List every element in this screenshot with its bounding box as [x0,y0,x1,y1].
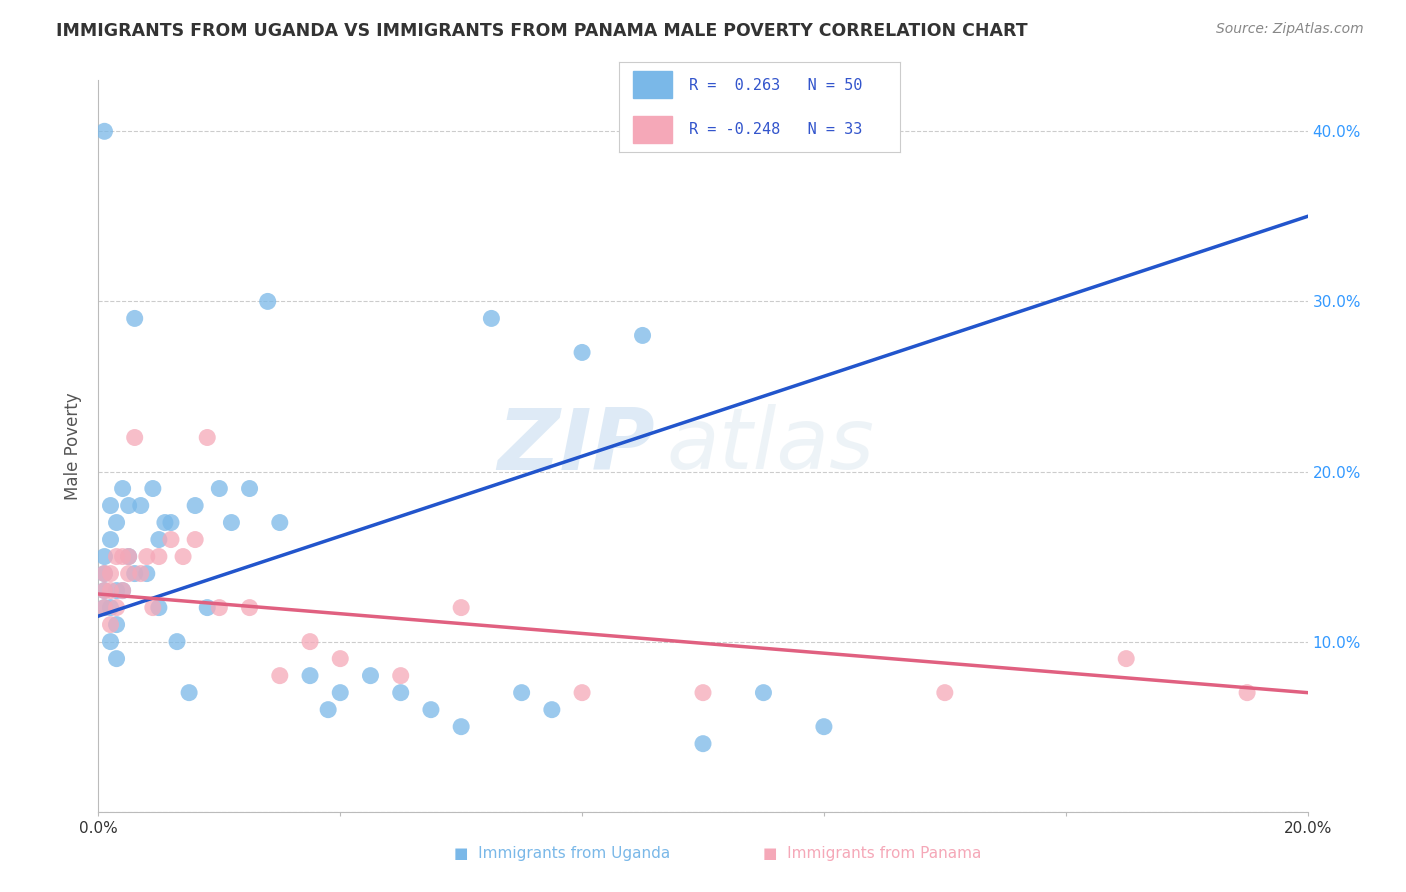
Point [239,600,262,615]
Point [105,651,128,665]
Point [100,566,122,581]
Text: atlas: atlas [666,404,875,488]
Point [239,482,262,496]
Point [100,600,122,615]
Point [142,600,165,615]
Point [124,430,146,444]
Point [111,549,134,564]
Point [111,583,134,598]
Point [1115,651,1137,665]
Point [195,430,218,444]
Point [1236,686,1258,700]
Point [269,668,291,682]
Point [692,686,714,700]
Point [105,549,128,564]
Point [571,345,593,359]
Point [135,566,157,581]
Point [389,686,412,700]
Point [195,600,218,615]
Point [934,686,956,700]
Point [481,311,503,326]
Point [148,533,170,547]
Point [118,499,141,513]
Point [100,634,122,648]
Point [93,124,115,138]
Point [100,617,122,632]
Point [184,533,207,547]
Point [752,686,775,700]
Point [93,583,115,598]
Point [299,668,322,682]
Point [118,549,141,564]
Point [105,516,128,530]
Point [153,516,176,530]
Point [160,533,183,547]
Point [100,499,122,513]
Point [105,583,128,598]
Point [135,549,157,564]
Text: ■  Immigrants from Uganda: ■ Immigrants from Uganda [454,846,671,861]
Point [571,686,593,700]
Point [329,686,352,700]
Point [221,516,243,530]
Text: R =  0.263   N = 50: R = 0.263 N = 50 [689,78,862,93]
Point [93,600,115,615]
Point [179,686,201,700]
Point [631,328,654,343]
Point [100,583,122,598]
Point [256,294,278,309]
Point [93,600,115,615]
Point [450,720,472,734]
Point [420,703,443,717]
Point [93,583,115,598]
Point [129,566,152,581]
Point [540,703,562,717]
Point [105,600,128,615]
Point [118,566,141,581]
Point [450,600,472,615]
Text: ■  Immigrants from Panama: ■ Immigrants from Panama [762,846,981,861]
Point [93,549,115,564]
Text: Source: ZipAtlas.com: Source: ZipAtlas.com [1216,22,1364,37]
Point [124,566,146,581]
Point [172,549,194,564]
Point [316,703,339,717]
Point [208,482,231,496]
Point [93,566,115,581]
Point [124,311,146,326]
Point [692,737,714,751]
Text: ZIP: ZIP [496,404,655,488]
Point [93,566,115,581]
Point [142,482,165,496]
Point [160,516,183,530]
Point [111,583,134,598]
Point [148,600,170,615]
Point [148,549,170,564]
Y-axis label: Male Poverty: Male Poverty [65,392,83,500]
Point [184,499,207,513]
Point [105,617,128,632]
Text: IMMIGRANTS FROM UGANDA VS IMMIGRANTS FROM PANAMA MALE POVERTY CORRELATION CHART: IMMIGRANTS FROM UGANDA VS IMMIGRANTS FRO… [56,22,1028,40]
Point [166,634,188,648]
Point [118,549,141,564]
Text: R = -0.248   N = 33: R = -0.248 N = 33 [689,122,862,137]
Point [329,651,352,665]
Bar [633,116,672,143]
Point [360,668,382,682]
Point [100,533,122,547]
Point [389,668,412,682]
Point [111,482,134,496]
Point [510,686,533,700]
Point [269,516,291,530]
Point [299,634,322,648]
Point [129,499,152,513]
Point [813,720,835,734]
Bar [633,71,672,98]
Point [208,600,231,615]
